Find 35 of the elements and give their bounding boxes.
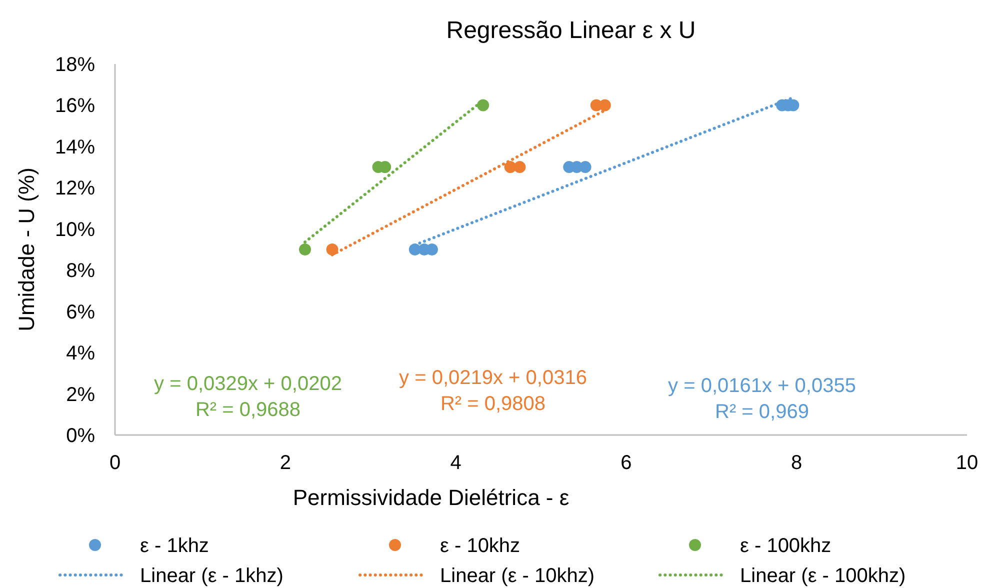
point	[477, 99, 490, 112]
annotation: y = 0,0329x + 0,0202	[154, 373, 342, 395]
x-tick-label: 0	[109, 452, 121, 474]
y-tick-label: 18%	[54, 54, 96, 76]
chart-title: Regressão Linear ε x U	[446, 17, 696, 44]
y-tick-label: 14%	[54, 136, 96, 158]
legend-label: ε - 1khz	[140, 535, 209, 557]
y-tick-label: 10%	[54, 218, 96, 241]
y-tick-label: 6%	[66, 301, 96, 324]
x-tick-label: 10	[956, 452, 978, 474]
y-tick-label: 12%	[54, 178, 96, 200]
annotation: R² = 0,9688	[195, 399, 301, 421]
x-axis-title: Permissividade Dielétrica - ε	[292, 485, 570, 510]
x-tick-label: 4	[450, 452, 462, 474]
point	[514, 161, 526, 174]
y-tick-label: 2%	[66, 384, 96, 406]
legend-label: ε - 100khz	[740, 535, 832, 557]
point	[326, 244, 338, 256]
legend-label: Linear (ε - 100khz)	[740, 565, 906, 587]
annotation: y = 0,0219x + 0,0316	[399, 367, 587, 389]
y-axis-title: Umidade - U (%)	[14, 168, 39, 332]
annotation: y = 0,0161x + 0,0355	[668, 375, 856, 397]
legend-label: ε - 10khz	[440, 535, 520, 557]
x-tick-label: 8	[791, 452, 802, 474]
point	[298, 244, 311, 256]
x-tick-label: 6	[620, 452, 632, 474]
y-tick-label: 8%	[66, 260, 96, 282]
annotation: R² = 0,969	[715, 401, 809, 423]
legend-label: Linear (ε - 10khz)	[440, 565, 595, 587]
legend-label: Linear (ε - 1khz)	[140, 565, 284, 587]
y-tick-label: 0%	[66, 425, 96, 447]
y-tick-label: 4%	[66, 342, 96, 365]
annotation: R² = 0,9808	[440, 393, 546, 415]
x-tick-label: 2	[280, 452, 291, 474]
y-tick-label: 16%	[54, 95, 96, 118]
